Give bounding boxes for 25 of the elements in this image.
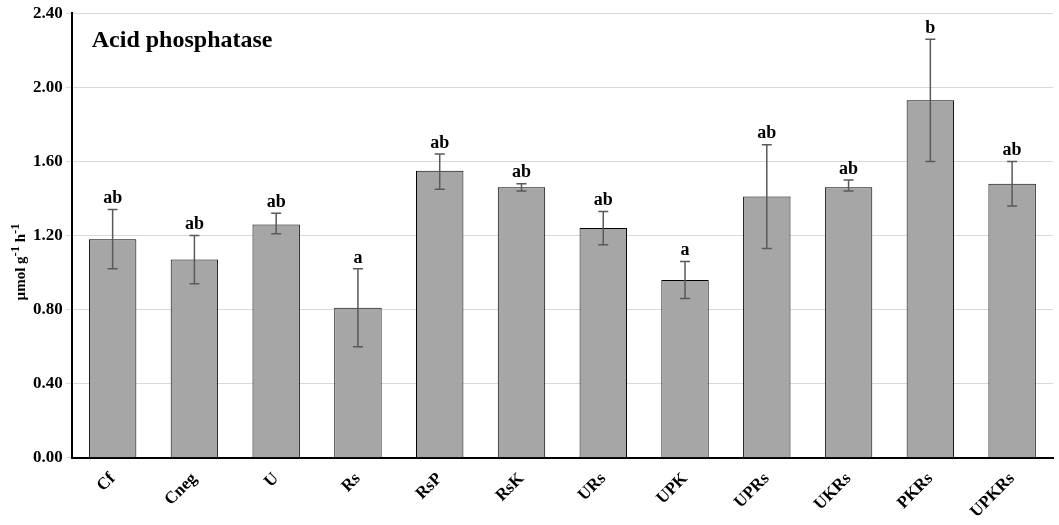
annotation: ab	[757, 122, 777, 143]
y-tick-label: 0.80	[33, 299, 63, 319]
y-tick-label: 0.00	[33, 447, 63, 467]
y-tick-label: 2.40	[33, 2, 63, 22]
y-tick-label: 0.40	[33, 373, 63, 393]
x-tick-label: RsP	[411, 468, 446, 503]
x-tick-label: U	[259, 468, 283, 491]
annotation: ab	[839, 157, 859, 178]
annotation: ab	[266, 190, 286, 211]
annotation: ab	[103, 187, 123, 208]
x-tick-label: URs	[573, 468, 610, 505]
annotation: a	[353, 246, 363, 267]
annotation: ab	[430, 131, 450, 152]
y-tick-label: 1.20	[33, 224, 63, 244]
annotation: ab	[1002, 139, 1022, 160]
annotation: ab	[511, 161, 531, 182]
x-tick-label: Cf	[92, 468, 119, 495]
x-tick-label: Rs	[337, 468, 365, 496]
annotation: ab	[593, 189, 613, 210]
y-tick-label: 1.60	[33, 150, 63, 170]
annotation: a	[680, 239, 690, 260]
annotation: b	[925, 16, 936, 37]
text: Acid phosphatase	[91, 26, 273, 53]
y-tick-label: 2.00	[33, 76, 63, 96]
annotation: ab	[184, 213, 204, 234]
